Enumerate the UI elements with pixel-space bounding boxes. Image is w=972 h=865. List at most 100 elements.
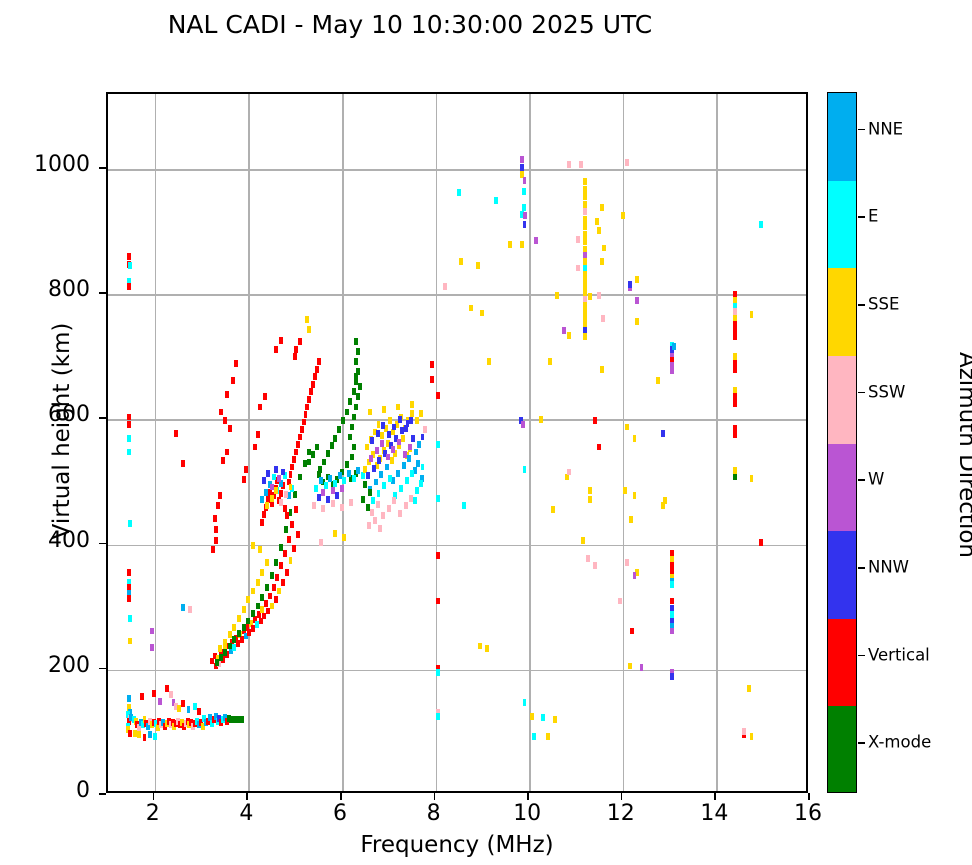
data-point: [365, 443, 370, 451]
colorbar-segment[interactable]: [828, 268, 856, 356]
data-point: [592, 417, 597, 425]
data-point: [307, 458, 312, 466]
data-point: [126, 695, 131, 703]
colorbar-segment[interactable]: [828, 531, 856, 619]
data-point: [627, 284, 632, 292]
x-tick-label: 10: [513, 801, 542, 826]
data-point: [354, 403, 359, 411]
data-point: [193, 702, 198, 710]
data-point: [266, 607, 271, 615]
data-point: [140, 721, 145, 729]
x-tick-mark: [340, 793, 342, 800]
data-point: [733, 365, 738, 373]
colorbar-segment[interactable]: [828, 443, 856, 532]
data-point: [323, 482, 328, 490]
data-point: [461, 502, 466, 510]
y-tick-label: 400: [48, 527, 90, 553]
data-point: [478, 642, 483, 650]
y-tick-mark: [99, 667, 106, 670]
page-title: NAL CADI - May 10 10:30:00 2025 UTC: [167, 10, 653, 39]
data-point: [669, 672, 674, 680]
plot-area[interactable]: [106, 92, 808, 793]
data-point: [150, 627, 155, 635]
data-point: [355, 393, 360, 401]
data-point: [134, 717, 139, 725]
data-point: [733, 297, 738, 304]
data-point: [260, 593, 265, 601]
data-point: [128, 615, 132, 622]
data-point: [290, 463, 295, 471]
data-point: [217, 660, 222, 667]
data-point: [212, 652, 217, 660]
data-point: [410, 469, 415, 477]
data-point: [413, 467, 417, 475]
colorbar-segment[interactable]: [828, 93, 856, 181]
data-point: [157, 717, 162, 725]
data-point: [391, 446, 396, 453]
y-tick-label: 1000: [34, 152, 90, 178]
data-point: [218, 645, 223, 652]
data-point: [392, 497, 397, 505]
data-point: [376, 489, 381, 497]
data-point: [129, 713, 134, 721]
x-tick-label: 16: [794, 801, 822, 826]
colorbar-segment[interactable]: [828, 180, 856, 269]
data-point: [521, 188, 526, 196]
data-point: [292, 544, 297, 552]
data-point: [348, 398, 353, 406]
data-point: [254, 621, 259, 629]
data-point: [321, 488, 326, 496]
data-point: [321, 504, 326, 512]
data-point: [599, 204, 604, 212]
colorbar-label-nnw: NNW: [868, 557, 910, 577]
x-tick-label: 2: [145, 801, 160, 826]
data-point: [198, 718, 203, 726]
data-point: [508, 240, 513, 248]
data-point: [258, 546, 263, 554]
data-point: [435, 552, 440, 560]
data-point: [733, 393, 738, 401]
data-point: [468, 304, 473, 312]
data-point: [246, 596, 251, 604]
data-point: [194, 717, 199, 725]
data-point: [599, 365, 604, 373]
data-point: [413, 448, 418, 456]
data-point: [329, 442, 334, 450]
data-point: [225, 448, 230, 456]
colorbar-tick: [858, 391, 865, 394]
data-point: [153, 720, 158, 728]
data-point: [136, 723, 141, 731]
data-point: [583, 314, 588, 322]
data-point: [415, 459, 420, 467]
x-tick-mark: [714, 793, 716, 800]
data-point: [630, 627, 635, 635]
data-point: [325, 473, 330, 481]
data-point: [409, 494, 414, 502]
colorbar-segment[interactable]: [828, 355, 856, 444]
data-point: [316, 493, 321, 501]
data-point: [581, 537, 585, 545]
colorbar-segment[interactable]: [828, 618, 856, 707]
data-point: [255, 431, 260, 438]
data-point: [241, 476, 246, 483]
colorbar-label-x-mode: X-mode: [868, 732, 932, 752]
data-point: [583, 245, 588, 253]
data-point: [625, 558, 630, 566]
data-point: [529, 712, 534, 720]
data-point: [251, 610, 256, 617]
data-point: [566, 468, 571, 476]
data-point: [299, 426, 304, 433]
data-point: [127, 519, 132, 527]
data-point: [293, 491, 298, 498]
data-point: [583, 215, 588, 223]
x-tick-mark: [152, 793, 155, 800]
data-point: [330, 499, 335, 507]
data-point: [733, 333, 738, 341]
data-point: [601, 314, 606, 322]
data-point: [629, 516, 634, 524]
colorbar-segment[interactable]: [828, 706, 856, 792]
y-tick-mark: [99, 292, 106, 294]
data-point: [269, 499, 274, 507]
colorbar[interactable]: [827, 92, 857, 793]
x-tick-label: 12: [606, 801, 635, 826]
